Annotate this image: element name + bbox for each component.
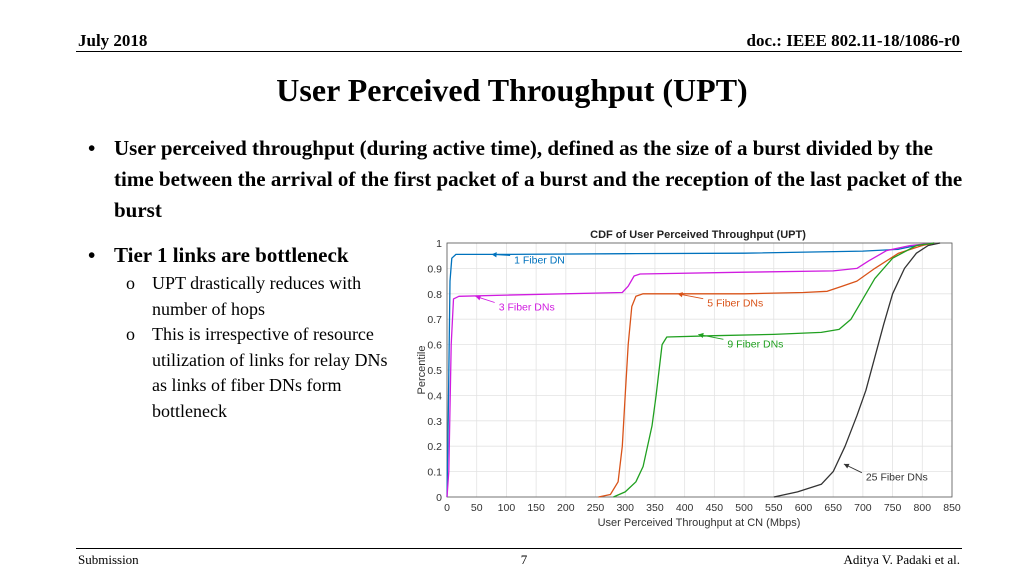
bullet-upt-definition: • User perceived throughput (during acti…: [88, 133, 968, 226]
footer-author: Aditya V. Padaki et al.: [843, 552, 960, 567]
y-tick-label: 0.2: [427, 441, 442, 453]
subbullet-glyph: o: [126, 324, 135, 344]
bullet-tier1-bottleneck: • Tier 1 links are bottleneck: [88, 240, 418, 271]
x-tick-label: 250: [587, 502, 605, 514]
bullet-text: User perceived throughput (during active…: [114, 136, 963, 222]
x-tick-label: 750: [884, 502, 902, 514]
y-tick-label: 0.6: [427, 340, 442, 352]
x-tick-label: 50: [471, 502, 483, 514]
x-tick-label: 400: [676, 502, 694, 514]
bullet-glyph: •: [88, 243, 96, 267]
subbullet-upt-reduces: o UPT drastically reduces with number of…: [126, 271, 406, 322]
chart-annotations: 1 Fiber DN 3 Fiber DNs 5 Fiber DNs 9 Fiber …: [475, 252, 928, 484]
y-tick-label: 0.7: [427, 314, 442, 326]
plot-area-frame: [446, 242, 953, 498]
series-label: 25 Fiber DNs: [866, 472, 928, 484]
x-tick-label: 700: [854, 502, 872, 514]
chart-title: CDF of User Perceived Throughput (UPT): [590, 229, 806, 241]
x-tick-label: 850: [943, 502, 961, 514]
chart-series: [446, 242, 941, 498]
series-label: 3 Fiber DNs: [499, 302, 555, 314]
page-number: 7: [520, 552, 528, 567]
annotation-arrow-head: [475, 295, 482, 301]
upt-cdf-chart: CDF of User Perceived Throughput (UPT) 0…: [405, 222, 970, 534]
series-label: 5 Fiber DNs: [707, 298, 763, 310]
x-tick-label: 350: [646, 502, 664, 514]
subbullet-glyph: o: [126, 273, 135, 293]
x-tick-label: 650: [824, 502, 842, 514]
footer-submission: Submission: [78, 552, 139, 567]
series-line-1: [446, 242, 935, 498]
header-doc-id: doc.: IEEE 802.11-18/1086-r0: [746, 31, 960, 50]
x-tick-label: 0: [444, 502, 450, 514]
x-tick-label: 300: [616, 502, 634, 514]
series-line-3: [613, 242, 935, 498]
x-tick-label: 500: [735, 502, 753, 514]
x-axis-ticks: 0 50 100 150 200 250 300 350 400 450 500 550 600 650 7…: [444, 502, 961, 514]
y-tick-label: 0.3: [427, 416, 442, 428]
annotation-arrow-head: [698, 332, 704, 338]
y-tick-label: 0: [436, 492, 442, 504]
annotation-arrow-head: [677, 292, 683, 298]
x-axis-label: User Perceived Throughput at CN (Mbps): [598, 517, 801, 529]
y-tick-label: 0.8: [427, 289, 442, 301]
y-axis-label: Percentile: [416, 346, 428, 395]
x-tick-label: 450: [706, 502, 724, 514]
annotation-arrow-head: [843, 463, 850, 469]
x-tick-label: 550: [765, 502, 783, 514]
header-date: July 2018: [78, 31, 148, 50]
y-axis-ticks: 0 0.1 0.2 0.3 0.4 0.5 0.6 0.7 0.8 0.9 1: [427, 238, 442, 504]
x-tick-label: 150: [527, 502, 545, 514]
bullet-text: Tier 1 links are bottleneck: [114, 243, 349, 267]
y-tick-label: 1: [436, 238, 442, 250]
bullet-glyph: •: [88, 136, 96, 160]
x-tick-label: 800: [914, 502, 932, 514]
x-tick-label: 200: [557, 502, 575, 514]
y-tick-label: 0.9: [427, 263, 442, 275]
series-line-2: [598, 242, 935, 498]
series-label: 1 Fiber DN: [514, 255, 565, 267]
slide-title: User Perceived Throughput (UPT): [276, 72, 748, 108]
subbullet-text: This is irrespective of resource utiliza…: [152, 324, 388, 421]
y-tick-label: 0.4: [427, 390, 442, 402]
series-line-0: [446, 242, 935, 498]
x-tick-label: 600: [795, 502, 813, 514]
y-tick-label: 0.1: [427, 467, 442, 479]
subbullet-text: UPT drastically reduces with number of h…: [152, 273, 362, 319]
series-line-4: [773, 242, 941, 498]
y-tick-label: 0.5: [427, 365, 442, 377]
header-divider: [76, 51, 962, 52]
series-label: 9 Fiber DNs: [727, 338, 783, 350]
chart-background: [405, 222, 970, 534]
footer-divider: [76, 548, 962, 549]
subbullet-irrespective: o This is irrespective of resource utili…: [126, 322, 406, 424]
annotation-arrow-head: [491, 252, 497, 258]
x-tick-label: 100: [498, 502, 516, 514]
